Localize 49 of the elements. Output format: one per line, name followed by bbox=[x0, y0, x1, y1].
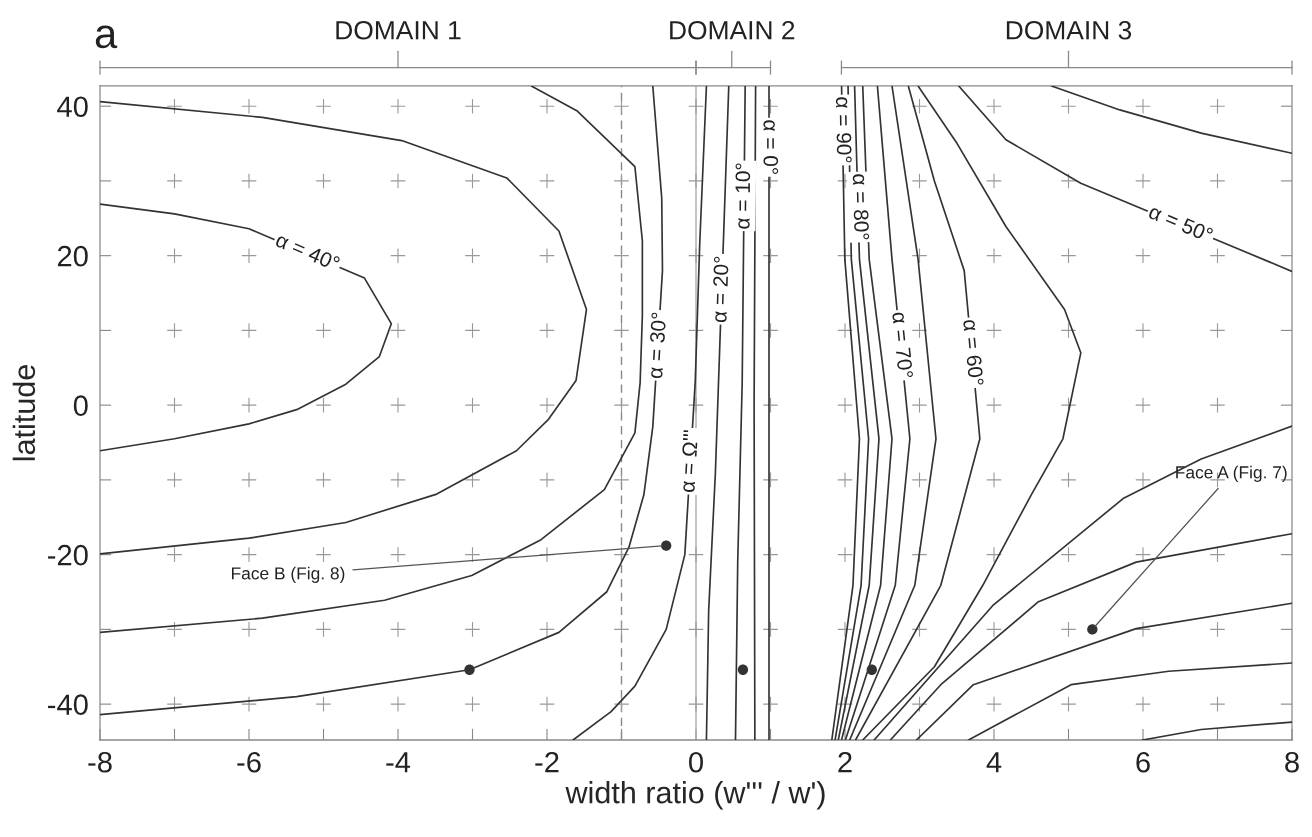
y-tick-label: 20 bbox=[57, 245, 88, 267]
line-series bbox=[100, 203, 393, 452]
line-series bbox=[967, 662, 1292, 740]
x-tick-label: -4 bbox=[386, 752, 411, 773]
point bbox=[464, 664, 475, 675]
x-tick-label: -6 bbox=[237, 751, 261, 773]
x-axis-title: width ratio (w''' / w') bbox=[565, 781, 825, 810]
line-series bbox=[100, 86, 644, 634]
line-series bbox=[889, 532, 1292, 740]
text: a bbox=[95, 25, 118, 49]
y-tick-label: 40 bbox=[57, 96, 88, 118]
x-tick-label: -8 bbox=[88, 751, 112, 773]
x-tick-label: -2 bbox=[535, 751, 559, 773]
line-series bbox=[572, 86, 708, 740]
annotation: α = 50° bbox=[1147, 203, 1214, 243]
annotation: α = 70° bbox=[892, 311, 914, 379]
annotation: α = 30° bbox=[647, 312, 667, 379]
annotation: α = 10° bbox=[734, 163, 751, 229]
text: DOMAIN 2 bbox=[670, 20, 795, 40]
line-series bbox=[915, 602, 1292, 740]
annotation: α = 40° bbox=[274, 232, 341, 272]
annotation: Face A (Fig. 7) bbox=[1176, 465, 1287, 482]
y-tick-label: 0 bbox=[73, 395, 88, 417]
y-tick-label: -40 bbox=[48, 694, 88, 715]
x-tick-label: 8 bbox=[1285, 751, 1299, 773]
point bbox=[1087, 624, 1098, 635]
line-series bbox=[100, 86, 664, 716]
text: DOMAIN 1 bbox=[336, 20, 461, 40]
x-tick-label: 6 bbox=[1136, 751, 1150, 773]
line-series bbox=[100, 100, 588, 555]
x-tick-label: 4 bbox=[986, 752, 1002, 773]
line-series bbox=[873, 425, 1292, 740]
y-axis-title: latitude bbox=[12, 365, 36, 461]
annotation: Face B (Fig. 8) bbox=[231, 566, 345, 583]
point bbox=[737, 664, 749, 675]
x-tick-label: 2 bbox=[838, 751, 852, 773]
annotation: α = Ω''' bbox=[679, 430, 699, 493]
line-series bbox=[1050, 86, 1292, 155]
text: DOMAIN 3 bbox=[1006, 20, 1132, 40]
point bbox=[866, 664, 877, 675]
y-tick-label: -20 bbox=[48, 544, 88, 566]
x-tick-label: 0 bbox=[689, 751, 703, 773]
point bbox=[661, 540, 672, 551]
annotation: α = 80° bbox=[852, 174, 870, 240]
annotation: α = 0° bbox=[763, 120, 779, 174]
annotation: α = 20° bbox=[711, 256, 729, 323]
line-series bbox=[705, 86, 730, 740]
annotation: α = 90° bbox=[835, 97, 852, 163]
annotation: α = 60° bbox=[963, 319, 984, 386]
